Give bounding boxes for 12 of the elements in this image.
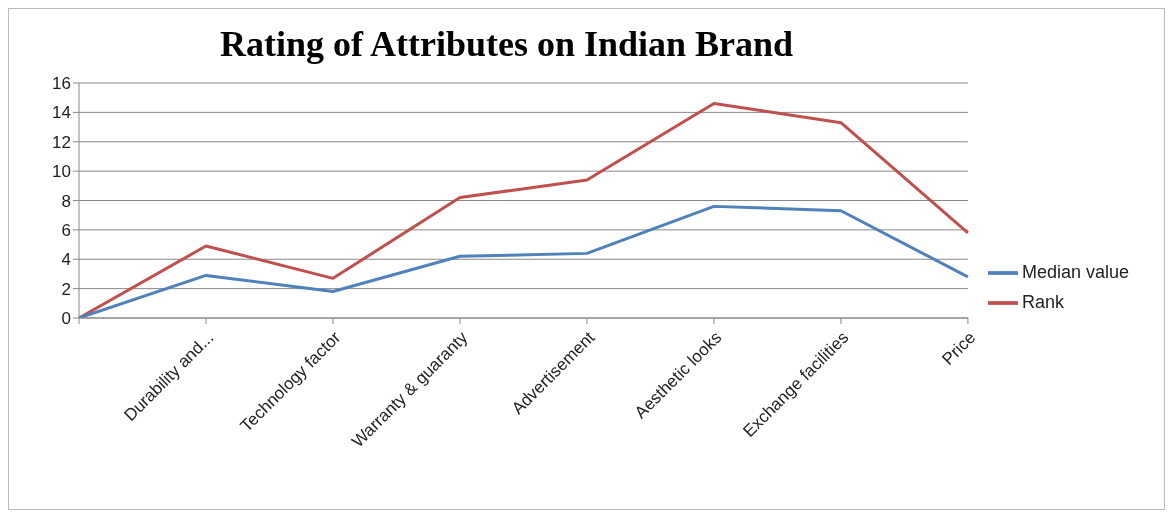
y-tick-label: 6 [61, 220, 71, 240]
y-tick-label: 12 [52, 132, 71, 152]
chart-title: Rating of Attributes on Indian Brand [218, 23, 795, 66]
y-tick-label: 8 [61, 191, 71, 211]
legend-label: Rank [1021, 291, 1064, 312]
y-tick-label: 10 [52, 162, 71, 182]
y-tick-label: 14 [52, 103, 71, 123]
y-tick-label: 16 [52, 74, 71, 94]
y-tick-label: 0 [61, 309, 71, 329]
y-tick-label: 2 [61, 279, 71, 299]
y-tick-label: 4 [61, 250, 71, 270]
legend-label: Median value [1021, 261, 1129, 282]
